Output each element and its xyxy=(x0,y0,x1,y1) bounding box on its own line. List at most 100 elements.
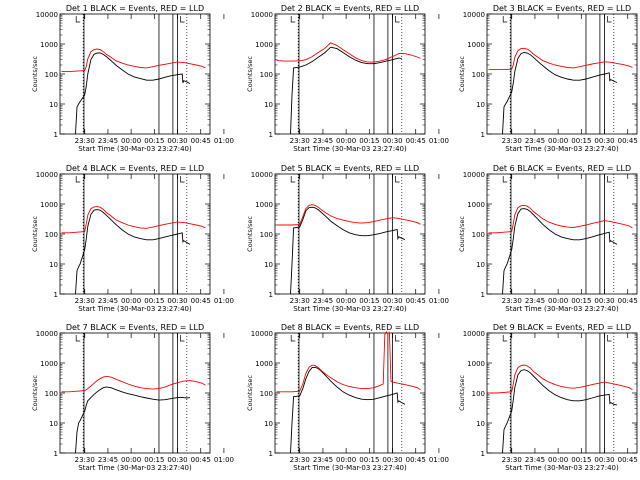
x-tick-label: 00:00 xyxy=(548,456,568,464)
bracket-marker xyxy=(395,176,400,183)
y-tick-label: 1000 xyxy=(467,41,485,49)
x-tick-label: 01:00 xyxy=(429,137,449,145)
plot-frame xyxy=(274,332,426,454)
x-tick-label: 23:30 xyxy=(290,297,310,305)
x-tick-label: 00:45 xyxy=(406,456,426,464)
y-tick-label: 10 xyxy=(49,261,58,269)
x-tick-label: 00:15 xyxy=(359,297,379,305)
x-tick-label: 00:15 xyxy=(359,456,379,464)
chart-title: Det 2 BLACK = Events, RED = LLD xyxy=(281,4,419,13)
y-tick-label: 1000 xyxy=(40,360,58,368)
x-tick-label: 00:45 xyxy=(191,456,211,464)
bracket-marker xyxy=(180,335,185,342)
x-tick-label: 23:30 xyxy=(75,456,95,464)
series-line-lld xyxy=(488,47,633,71)
y-axis-label: Counts/sec xyxy=(458,56,466,92)
y-tick-label: 10000 xyxy=(251,171,273,179)
x-tick-label: 00:30 xyxy=(382,137,402,145)
x-tick-label: 23:30 xyxy=(502,137,522,145)
y-tick-label: 10000 xyxy=(251,330,273,338)
x-tick-label: 00:30 xyxy=(594,297,614,305)
y-axis-label: Counts/sec xyxy=(31,375,39,411)
y-tick-label: 1 xyxy=(269,450,273,458)
bracket-marker xyxy=(607,176,612,183)
y-tick-label: 100 xyxy=(260,390,273,398)
x-axis-label: Start Time (30-Mar-03 23:27:40) xyxy=(505,464,619,472)
x-tick-label: 23:30 xyxy=(75,137,95,145)
y-axis-label: Counts/sec xyxy=(458,375,466,411)
series-line-lld xyxy=(276,331,421,393)
x-axis-label: Start Time (30-Mar-03 23:27:40) xyxy=(78,145,192,153)
series-line-lld xyxy=(276,204,421,226)
y-axis-label: Counts/sec xyxy=(458,216,466,252)
x-axis-label: Start Time (30-Mar-03 23:27:40) xyxy=(293,464,407,472)
x-tick-label: 00:00 xyxy=(121,137,141,145)
bracket-marker xyxy=(502,16,508,23)
y-tick-label: 100 xyxy=(45,231,58,239)
chart-title: Det 9 BLACK = Events, RED = LLD xyxy=(493,323,631,332)
x-tick-label: 23:30 xyxy=(502,297,522,305)
bracket-marker xyxy=(502,335,508,342)
series-line-lld xyxy=(61,375,206,393)
y-tick-label: 1000 xyxy=(467,201,485,209)
y-tick-label: 1 xyxy=(481,450,485,458)
y-tick-label: 10000 xyxy=(463,171,485,179)
y-tick-label: 10000 xyxy=(463,11,485,19)
y-tick-label: 10 xyxy=(264,261,273,269)
y-tick-label: 1000 xyxy=(255,201,273,209)
x-tick-label: 00:30 xyxy=(382,297,402,305)
x-tick-label: 00:15 xyxy=(144,297,164,305)
x-tick-label: 00:45 xyxy=(406,297,426,305)
x-tick-label: 00:30 xyxy=(167,137,187,145)
bracket-marker xyxy=(290,16,296,23)
x-tick-label: 00:00 xyxy=(548,297,568,305)
y-tick-label: 1000 xyxy=(255,41,273,49)
x-tick-label: 23:45 xyxy=(525,456,545,464)
y-tick-label: 100 xyxy=(260,71,273,79)
plot-frame xyxy=(274,173,426,295)
x-tick-label: 00:45 xyxy=(406,137,426,145)
y-tick-label: 1 xyxy=(54,450,58,458)
y-axis-label: Counts/sec xyxy=(31,56,39,92)
y-tick-label: 10000 xyxy=(36,171,58,179)
x-tick-label: 23:45 xyxy=(313,456,333,464)
x-tick-label: 00:30 xyxy=(167,456,187,464)
chart-title: Det 4 BLACK = Events, RED = LLD xyxy=(66,164,204,173)
x-tick-label: 01:00 xyxy=(214,297,234,305)
y-axis-label: Counts/sec xyxy=(246,56,254,92)
x-tick-label: 00:15 xyxy=(359,137,379,145)
x-axis-label: Start Time (30-Mar-03 23:27:40) xyxy=(505,145,619,153)
y-tick-label: 10 xyxy=(264,101,273,109)
bracket-marker xyxy=(290,335,296,342)
series-line-events xyxy=(502,208,618,295)
y-tick-label: 10 xyxy=(476,101,485,109)
chart-title: Det 7 BLACK = Events, RED = LLD xyxy=(66,323,204,332)
x-tick-label: 00:30 xyxy=(594,137,614,145)
series-line-lld xyxy=(61,206,206,234)
bracket-marker xyxy=(607,16,612,23)
y-tick-label: 1 xyxy=(481,131,485,139)
bracket-marker xyxy=(502,176,508,183)
series-line-lld xyxy=(61,48,206,73)
y-axis-label: Counts/sec xyxy=(246,216,254,252)
x-axis-label: Start Time (30-Mar-03 23:27:40) xyxy=(505,305,619,313)
y-tick-label: 10 xyxy=(49,420,58,428)
y-tick-label: 1 xyxy=(54,291,58,299)
x-tick-label: 00:15 xyxy=(571,297,591,305)
x-tick-label: 23:45 xyxy=(525,297,545,305)
y-axis-label: Counts/sec xyxy=(246,375,254,411)
chart-panel-2: Det 2 BLACK = Events, RED = LLD 1 10 100 100… xyxy=(246,4,449,153)
x-tick-label: 00:30 xyxy=(382,456,402,464)
y-tick-label: 10000 xyxy=(463,330,485,338)
chart-panel-3: Det 3 BLACK = Events, RED = LLD 1 10 100 100… xyxy=(458,4,638,153)
x-tick-label: 23:45 xyxy=(525,137,545,145)
y-tick-label: 1 xyxy=(269,291,273,299)
x-tick-label: 00:45 xyxy=(191,297,211,305)
x-tick-label: 01:00 xyxy=(214,137,234,145)
plot-frame xyxy=(59,332,211,454)
chart-panel-7: Det 7 BLACK = Events, RED = LLD 1 10 100 100… xyxy=(31,323,234,472)
series-line-events xyxy=(290,206,406,295)
plot-frame xyxy=(59,13,211,135)
x-tick-label: 00:30 xyxy=(594,456,614,464)
chart-title: Det 3 BLACK = Events, RED = LLD xyxy=(493,4,631,13)
